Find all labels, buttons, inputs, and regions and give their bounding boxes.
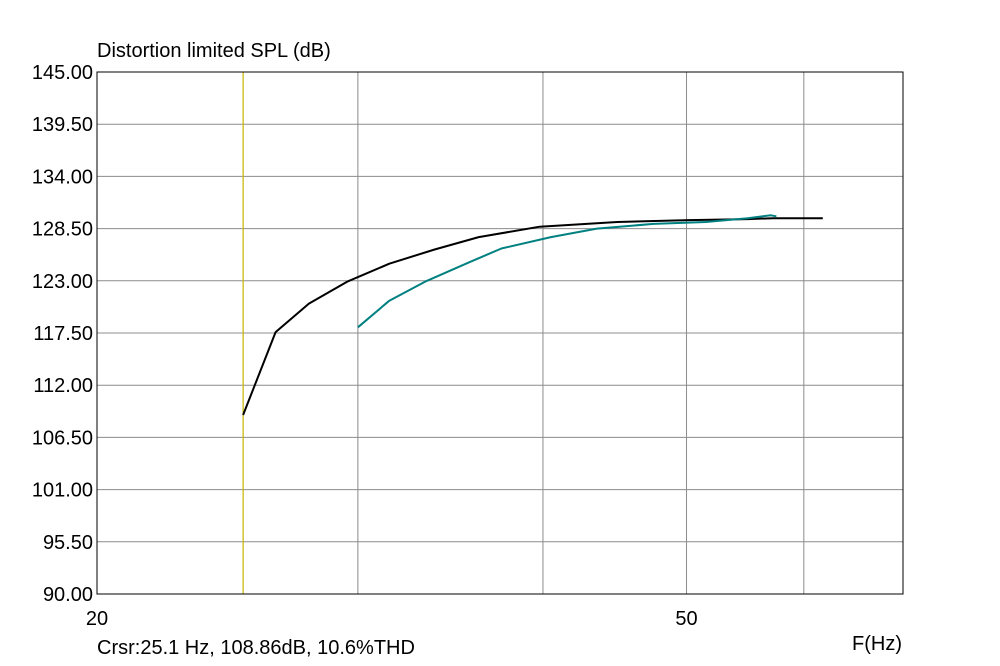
series-line-2: [357, 214, 777, 329]
chart-title: Distortion limited SPL (dB): [97, 40, 331, 62]
y-tick-label: 134.00: [32, 166, 93, 188]
y-tick-label: 128.50: [32, 219, 93, 241]
x-tick-label: 20: [86, 608, 108, 630]
y-tick-label: 106.50: [32, 427, 93, 449]
cursor-readout: Crsr:25.1 Hz, 108.86dB, 10.6%THD: [97, 637, 415, 659]
y-tick-label: 139.50: [32, 114, 93, 136]
y-tick-label: 90.00: [43, 584, 93, 606]
grid: [97, 72, 903, 594]
y-tick-labels: 145.00 139.50 134.00 128.50 123.00 117.50 112.…: [32, 62, 93, 606]
plot-frame: [96, 71, 904, 595]
x-tick-labels: 20 50: [86, 608, 698, 630]
y-tick-label: 112.00: [33, 375, 93, 397]
x-axis-label: F(Hz): [852, 633, 902, 655]
y-tick-label: 117.50: [33, 323, 93, 345]
y-tick-label: 145.00: [32, 62, 93, 84]
series-group: [242, 214, 823, 416]
x-tick-label: 50: [675, 608, 697, 630]
y-tick-label: 101.00: [32, 480, 93, 502]
y-tick-label: 95.50: [43, 532, 93, 554]
y-tick-label: 123.00: [32, 271, 93, 293]
